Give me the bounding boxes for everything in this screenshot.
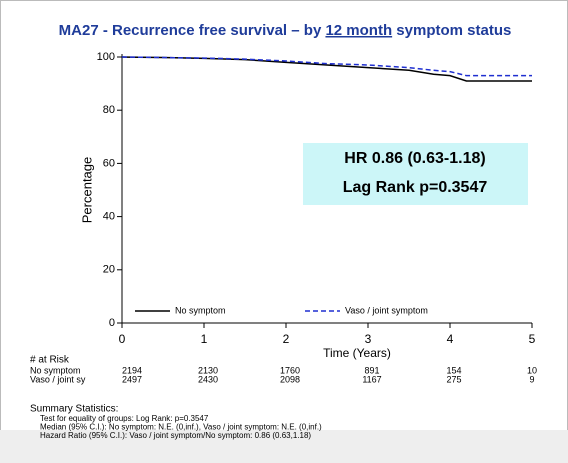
annotation-box xyxy=(303,143,528,205)
x-tick-label: 0 xyxy=(119,332,126,346)
at-risk-label: No symptom xyxy=(30,365,81,375)
chart-title: MA27 - Recurrence free survival – by 12 … xyxy=(59,22,512,39)
y-tick-label: 40 xyxy=(103,211,115,223)
x-tick-label: 3 xyxy=(365,332,372,346)
annotation: Lag Rank p=0.3547 xyxy=(343,179,488,196)
y-tick-label: 20 xyxy=(103,264,115,276)
at-risk-value: 891 xyxy=(364,365,379,375)
x-tick-label: 2 xyxy=(283,332,290,346)
title-part: MA27 - Recurrence free survival – by xyxy=(59,22,326,39)
summary-line: Hazard Ratio (95% C.I.): Vaso / joint sy… xyxy=(40,431,311,440)
at-risk-title: # at Risk xyxy=(30,355,70,366)
at-risk-value: 275 xyxy=(446,374,461,384)
x-tick-label: 5 xyxy=(529,332,536,346)
y-tick-label: 80 xyxy=(103,104,115,116)
at-risk-value: 2098 xyxy=(280,374,300,384)
at-risk-value: 9 xyxy=(529,374,534,384)
summary-line: Test for equality of groups: Log Rank: p… xyxy=(40,414,209,423)
at-risk-value: 1167 xyxy=(362,374,381,384)
x-axis-label: Time (Years) xyxy=(323,346,391,360)
y-tick-label: 60 xyxy=(103,157,115,169)
at-risk-value: 2130 xyxy=(198,365,218,375)
title-part: 12 month xyxy=(325,22,392,39)
at-risk-value: 2430 xyxy=(198,374,218,384)
y-axis-label: Percentage xyxy=(79,157,94,224)
x-tick-label: 1 xyxy=(201,332,208,346)
x-tick-label: 4 xyxy=(447,332,454,346)
at-risk-value: 2194 xyxy=(122,365,142,375)
title-part: symptom status xyxy=(392,22,511,39)
bottom-strip xyxy=(0,430,568,463)
series-line xyxy=(121,56,532,77)
at-risk-value: 2497 xyxy=(122,374,142,384)
y-tick-label: 100 xyxy=(97,51,115,63)
y-tick-label: 0 xyxy=(109,317,115,329)
legend-label: Vaso / joint symptom xyxy=(345,305,428,315)
summary-title: Summary Statistics: xyxy=(30,404,118,415)
annotation: HR 0.86 (0.63-1.18) xyxy=(344,150,485,167)
at-risk-value: 1760 xyxy=(280,365,300,375)
summary-line: Median (95% C.I.): No symptom: N.E. (0,i… xyxy=(40,423,322,432)
at-risk-label: Vaso / joint sy xyxy=(30,374,86,384)
at-risk-value: 154 xyxy=(446,365,461,375)
at-risk-value: 10 xyxy=(527,365,537,375)
legend-label: No symptom xyxy=(175,305,226,315)
